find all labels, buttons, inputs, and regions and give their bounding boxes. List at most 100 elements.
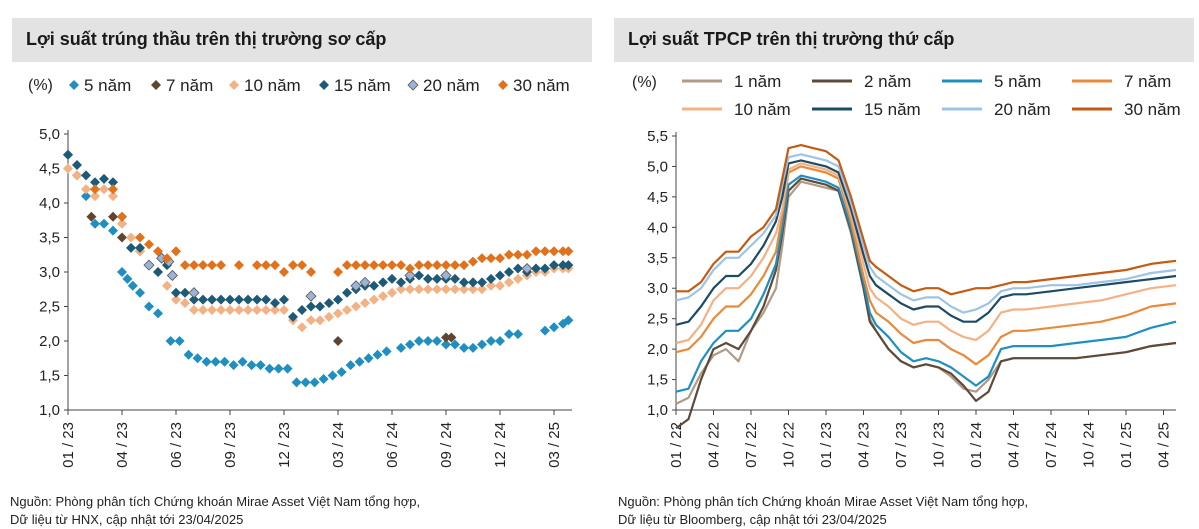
series-15-nam-point bbox=[90, 177, 100, 188]
series-5-nam-point bbox=[273, 363, 284, 374]
series-10-nam-point bbox=[99, 184, 109, 195]
series-10-nam-point bbox=[477, 284, 487, 295]
series-5-nam-point bbox=[504, 329, 514, 340]
series-10-nam-point bbox=[198, 304, 208, 315]
series-15-nam bbox=[675, 159, 1177, 326]
series-30-nam-point bbox=[207, 260, 217, 271]
legend-20-nam: 20 năm bbox=[942, 100, 1051, 119]
series-5-nam-point bbox=[540, 325, 550, 336]
series-5-nam-point bbox=[174, 336, 185, 346]
series-15-nam-point bbox=[189, 294, 199, 305]
series-2-nam bbox=[675, 177, 1177, 430]
series-5-nam-point bbox=[264, 363, 275, 374]
y-tick-label: 4,5 bbox=[647, 189, 668, 206]
series-10-nam bbox=[675, 162, 1177, 345]
series-15-nam-point bbox=[234, 294, 244, 305]
series-30-nam-line bbox=[676, 144, 1177, 296]
series-5-nam-point bbox=[282, 363, 293, 374]
series-10-nam-point bbox=[117, 218, 127, 229]
series-15-nam-point bbox=[198, 294, 208, 305]
series-10-nam-point bbox=[351, 301, 361, 312]
series-15-nam-point bbox=[261, 294, 271, 305]
series-5-nam-point bbox=[192, 353, 203, 364]
series-15-nam-line bbox=[675, 159, 1177, 326]
series-10-nam-point bbox=[387, 287, 397, 298]
legend-20-nam: 20 năm bbox=[407, 76, 480, 95]
series-30-nam-point bbox=[405, 263, 415, 274]
series-20-nam-line bbox=[675, 153, 1177, 314]
series-30-nam-point bbox=[423, 260, 433, 271]
legend-20-nam-label: 20 năm bbox=[994, 100, 1051, 119]
series-5-nam-point bbox=[81, 191, 91, 202]
legend-7-nam-swatch bbox=[151, 80, 161, 90]
y-tick-label: 4,5 bbox=[39, 161, 60, 178]
series-30-nam-point bbox=[441, 260, 451, 271]
legend-5-nam-label: 5 năm bbox=[84, 76, 131, 95]
series-15-nam-point bbox=[72, 160, 82, 171]
legend-7-nam: 7 năm bbox=[151, 76, 213, 95]
x-tick-label: 09 / 23 bbox=[222, 422, 239, 468]
series-10-nam-point bbox=[270, 304, 280, 315]
left-source: Nguồn: Phòng phân tích Chứng khoán Mirae… bbox=[10, 493, 420, 529]
x-tick-label: 01 / 25 bbox=[1118, 422, 1135, 468]
legend-30-nam-label: 30 năm bbox=[1124, 100, 1181, 119]
legend-30-nam: 30 năm bbox=[498, 76, 570, 95]
y-tick-label: 5,0 bbox=[39, 126, 60, 143]
series-5-nam-point bbox=[108, 225, 118, 236]
x-tick-label: 07 / 22 bbox=[743, 422, 760, 468]
series-10-nam-point bbox=[405, 284, 415, 295]
series-10-nam-point bbox=[279, 304, 289, 315]
series-10-nam-point bbox=[342, 304, 352, 315]
x-tick-label: 09 / 24 bbox=[438, 422, 455, 468]
series-5-nam-point bbox=[372, 349, 383, 360]
series-5-nam-point bbox=[300, 377, 311, 388]
legend-10-nam: 10 năm bbox=[229, 76, 301, 95]
x-tick-label: 04 / 23 bbox=[114, 422, 131, 468]
series-5-nam-point bbox=[327, 370, 338, 381]
series-10-nam-point bbox=[306, 315, 316, 326]
series-30-nam-point bbox=[333, 267, 343, 277]
series-5-nam-point bbox=[354, 356, 365, 367]
series-10-nam-point bbox=[225, 304, 235, 315]
series-15-nam-point bbox=[468, 277, 478, 288]
series-10-nam-point bbox=[171, 294, 181, 305]
series-15-nam-point bbox=[243, 294, 253, 305]
series-15-nam-point bbox=[477, 277, 487, 288]
series-30-nam-point bbox=[396, 260, 406, 271]
y-tick-label: 3,0 bbox=[647, 280, 668, 297]
y-tick-label: 3,0 bbox=[39, 264, 60, 281]
series-15-nam-point bbox=[135, 242, 145, 253]
x-tick-label: 01 / 22 bbox=[668, 422, 685, 468]
series-15-nam-point bbox=[459, 277, 469, 288]
right-title-bar: Lợi suất TPCP trên thị trường thứ cấp bbox=[614, 18, 1194, 62]
series-5-nam-point bbox=[237, 356, 248, 367]
series-10-nam-point bbox=[189, 304, 199, 315]
series-7-nam-line bbox=[675, 165, 1177, 366]
series-30-nam-point bbox=[468, 256, 478, 267]
series-10-nam-point bbox=[513, 273, 523, 284]
series-30-nam-point bbox=[135, 232, 145, 243]
x-tick-label: 10 / 22 bbox=[781, 422, 798, 468]
series-2-nam-line bbox=[675, 177, 1177, 430]
series-5-nam-point bbox=[117, 267, 127, 277]
legend-10-nam: 10 năm bbox=[682, 100, 791, 119]
series-10-nam-point bbox=[252, 304, 262, 315]
series-30-nam-point bbox=[90, 184, 100, 195]
series-15-nam-point bbox=[99, 173, 109, 184]
legend-7-nam: 7 năm bbox=[1072, 72, 1171, 91]
series-5-nam-point bbox=[405, 339, 415, 350]
series-15-nam-point bbox=[171, 287, 181, 298]
series-30-nam-point bbox=[414, 260, 424, 271]
series-30-nam-point bbox=[153, 246, 163, 257]
series-5-nam-point bbox=[99, 218, 109, 229]
legend-20-nam-swatch bbox=[407, 79, 419, 91]
series-20-nam-point bbox=[521, 262, 533, 275]
series-30-nam-point bbox=[216, 260, 226, 271]
series-15-nam-point bbox=[387, 273, 397, 284]
series-30-nam-point bbox=[234, 260, 244, 271]
series-15-nam-point bbox=[513, 263, 523, 274]
series-5-nam-point bbox=[381, 346, 392, 357]
series-10-nam-point bbox=[315, 315, 325, 326]
x-tick-label: 12 / 23 bbox=[276, 422, 293, 468]
y-tick-label: 2,0 bbox=[647, 341, 668, 358]
